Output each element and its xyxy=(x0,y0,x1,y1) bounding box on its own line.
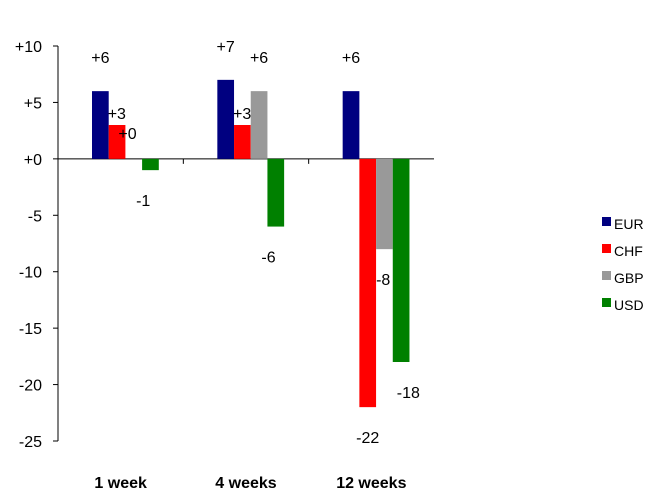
data-label-gbp: +6 xyxy=(250,50,268,67)
y-tick-label: +10 xyxy=(15,39,42,56)
bar-usd xyxy=(142,158,159,171)
data-label-chf: +3 xyxy=(233,106,251,123)
x-category-label: 4 weeks xyxy=(215,475,276,492)
bar-eur xyxy=(342,91,360,159)
data-label-usd: -18 xyxy=(397,385,420,402)
bar-usd xyxy=(392,158,410,362)
data-label-gbp: -8 xyxy=(376,272,390,289)
legend-swatch-gbp xyxy=(602,271,611,280)
x-category-label: 1 week xyxy=(94,475,147,492)
x-category-label: 12 weeks xyxy=(336,475,406,492)
y-tick-label: -10 xyxy=(19,265,42,282)
legend-label-eur: EUR xyxy=(614,216,644,232)
bar-gbp xyxy=(376,158,393,250)
legend-label-gbp: GBP xyxy=(614,270,644,286)
bar-usd xyxy=(267,158,285,227)
legend-swatch-eur xyxy=(602,217,611,226)
bar-chf xyxy=(234,125,251,159)
legend-label-usd: USD xyxy=(614,297,644,313)
bar-chf xyxy=(359,158,377,408)
data-label-eur: +6 xyxy=(91,50,109,67)
data-label-usd: -1 xyxy=(136,193,150,210)
y-tick-label: -25 xyxy=(19,434,42,451)
legend-swatch-usd xyxy=(602,298,611,307)
y-tick-label: -20 xyxy=(19,378,42,395)
data-label-usd: -6 xyxy=(261,250,275,267)
bar-eur xyxy=(217,79,235,159)
legend-label-chf: CHF xyxy=(614,243,643,259)
data-label-chf: +3 xyxy=(108,106,126,123)
bar-chf xyxy=(108,125,126,159)
y-tick-label: -15 xyxy=(19,321,42,338)
data-label-gbp: +0 xyxy=(118,126,136,143)
data-label-eur: +6 xyxy=(342,50,360,67)
y-tick-label: -5 xyxy=(28,208,42,225)
bar-gbp xyxy=(250,91,268,159)
data-label-eur: +7 xyxy=(217,39,235,56)
y-tick-label: +0 xyxy=(24,152,42,169)
bar-eur xyxy=(92,91,109,159)
data-label-chf: -22 xyxy=(356,430,379,447)
y-tick-label: +5 xyxy=(24,95,42,112)
legend-swatch-chf xyxy=(602,244,611,253)
